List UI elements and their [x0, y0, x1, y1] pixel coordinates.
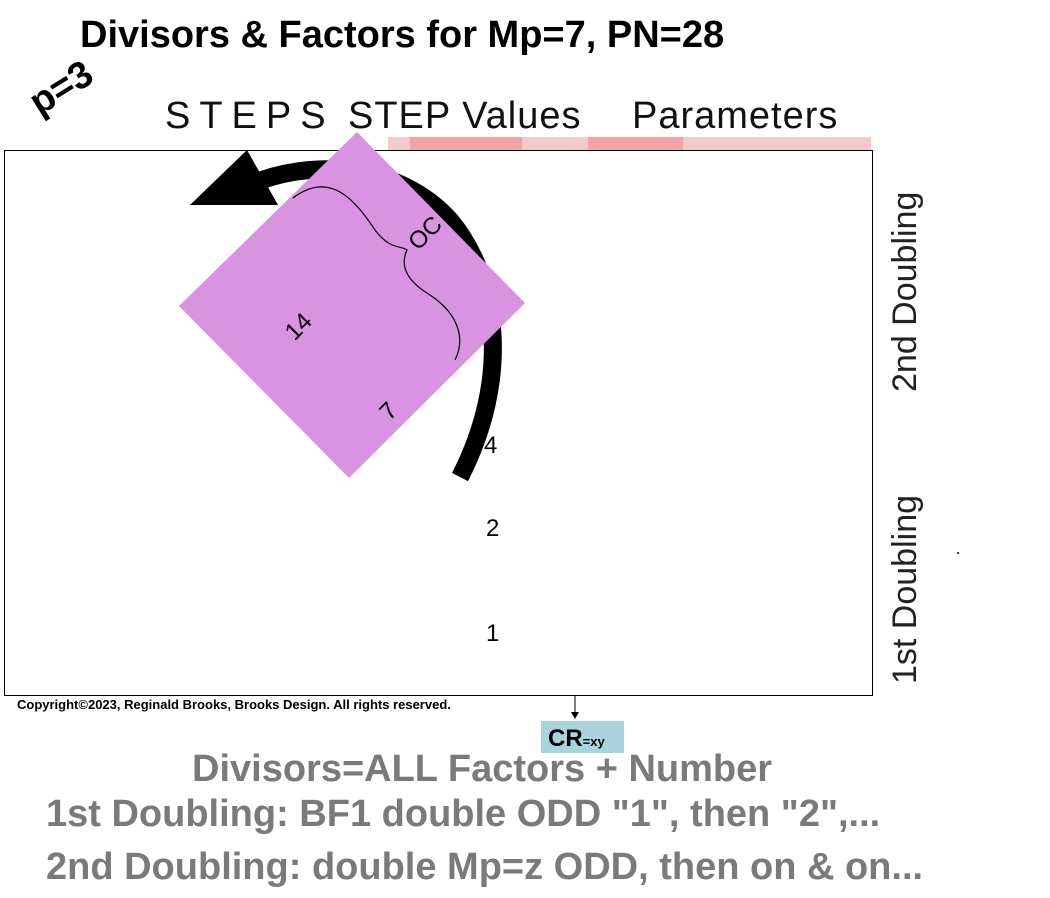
cr-box — [541, 721, 624, 753]
first-doubling-label: 1st Doubling — [886, 494, 924, 684]
cr-label: CR=xy — [548, 725, 605, 753]
second-doubling-label: 2nd Doubling — [886, 191, 924, 392]
arrow-head-icon — [190, 150, 278, 205]
cr-pointer-icon — [571, 712, 579, 719]
note-second-doubling: 2nd Doubling: double Mp=z ODD, then on &… — [46, 846, 924, 888]
copyright-notice: Copyright©2023, Reginald Brooks, Brooks … — [17, 697, 451, 712]
pink-cell-parameter — [588, 137, 683, 151]
oc-brace — [292, 186, 461, 361]
step-number-4: 4 — [484, 432, 498, 459]
step-number-1: 1 — [486, 620, 500, 647]
diagram-title: Divisors & Factors for Mp=7, PN=28 — [80, 14, 725, 56]
parameters-header: Parameters — [632, 95, 839, 137]
cr-main-text: CR — [548, 725, 583, 752]
dot-marker — [957, 552, 959, 554]
note-first-doubling: 1st Doubling: BF1 double ODD "1", then "… — [46, 793, 881, 835]
steps-header: STEPS — [165, 95, 335, 137]
pink-cell-step-value — [410, 137, 522, 151]
factor-diamond — [179, 132, 525, 478]
note-divisors: Divisors=ALL Factors + Number — [192, 748, 773, 790]
cr-subscript: =xy — [582, 734, 605, 749]
step-number-2: 2 — [486, 515, 500, 542]
step-values-header: STEP Values — [348, 95, 582, 137]
diagram-frame — [4, 150, 873, 696]
